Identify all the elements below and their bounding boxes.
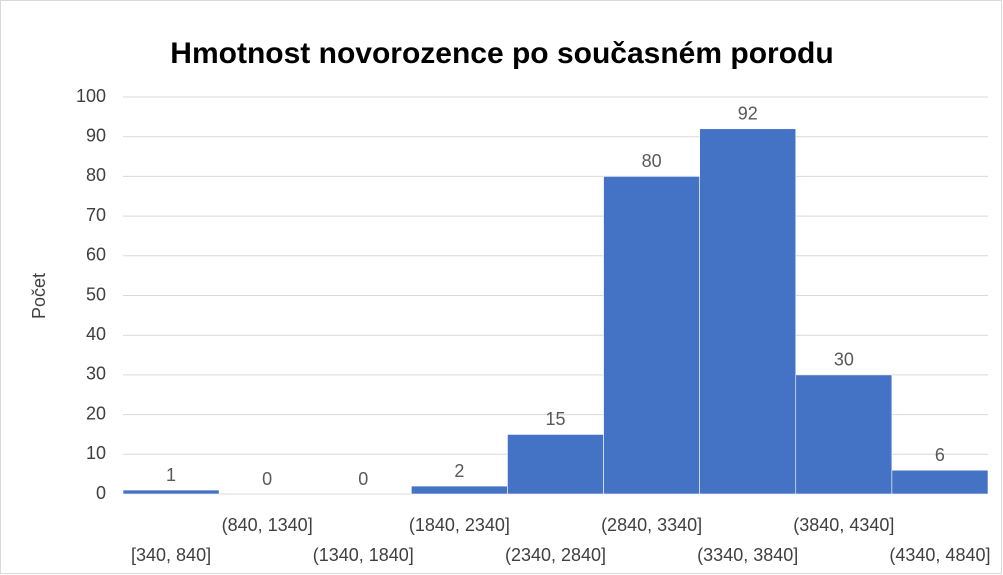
x-tick-label: (4340, 4840] [889, 545, 990, 565]
data-label: 2 [454, 461, 464, 481]
data-label: 1 [166, 465, 176, 485]
x-tick-label: (3340, 3840] [697, 545, 798, 565]
data-label: 30 [834, 350, 854, 370]
bar [411, 485, 508, 495]
y-tick-label: 10 [86, 443, 106, 463]
y-tick-label: 90 [86, 125, 106, 145]
data-label: 80 [642, 151, 662, 171]
x-tick-label: (2340, 2840] [505, 545, 606, 565]
x-tick-label: (1840, 2340] [409, 515, 510, 535]
y-tick-label: 0 [96, 483, 106, 503]
y-tick-label: 70 [86, 205, 106, 225]
bar [795, 374, 893, 495]
bar [699, 128, 797, 495]
y-tick-label: 60 [86, 245, 106, 265]
data-label: 92 [738, 104, 758, 124]
bar [507, 434, 604, 495]
y-tick-label: 40 [86, 324, 106, 344]
y-tick-label: 30 [86, 364, 106, 384]
y-axis-label: Počet [29, 273, 49, 319]
data-label: 15 [545, 409, 565, 429]
chart-title: Hmotnost novorozence po současném porodu [170, 37, 833, 70]
data-label: 0 [358, 469, 368, 489]
data-label: 6 [935, 445, 945, 465]
x-tick-label: (1340, 1840] [313, 545, 414, 565]
x-tick-label: [340, 840] [131, 545, 211, 565]
x-tick-label: (3840, 4340] [793, 515, 894, 535]
x-tick-label: (2840, 3340] [601, 515, 702, 535]
x-tick-label: (840, 1340] [222, 515, 313, 535]
bar [891, 469, 989, 495]
bar [122, 489, 220, 495]
y-tick-label: 100 [76, 86, 106, 106]
y-tick-label: 20 [86, 403, 106, 423]
y-tick-label: 80 [86, 165, 106, 185]
data-label: 0 [262, 469, 272, 489]
y-tick-label: 50 [86, 284, 106, 304]
bar [603, 176, 700, 495]
